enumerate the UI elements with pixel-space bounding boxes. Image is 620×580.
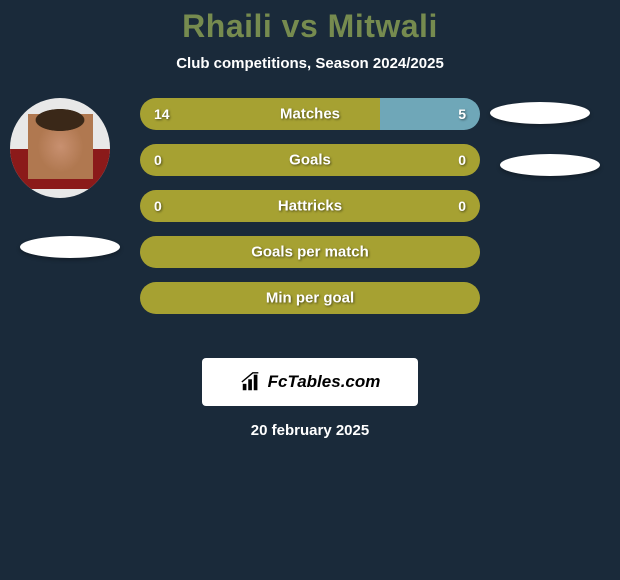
stat-row-min-per-goal: Min per goal: [140, 282, 480, 314]
stat-row-goals-per-match: Goals per match: [140, 236, 480, 268]
stat-row-hattricks: 0 Hattricks 0: [140, 190, 480, 222]
source-badge[interactable]: FcTables.com: [202, 358, 418, 406]
ellipse-marker-right-2: [500, 154, 600, 176]
stat-right-value: 0: [458, 152, 466, 168]
stat-label: Matches: [280, 106, 340, 123]
player-left-avatar: [10, 98, 110, 198]
stat-row-goals: 0 Goals 0: [140, 144, 480, 176]
source-badge-text: FcTables.com: [268, 372, 381, 392]
stat-left-value: 0: [154, 198, 162, 214]
comparison-container: Rhaili vs Mitwali Club competitions, Sea…: [0, 0, 620, 439]
stat-left-value: 0: [154, 152, 162, 168]
stat-left-value: 14: [154, 106, 170, 122]
page-subtitle: Club competitions, Season 2024/2025: [0, 55, 620, 72]
stat-label: Goals per match: [251, 244, 369, 261]
page-title: Rhaili vs Mitwali: [0, 8, 620, 45]
bar-chart-icon: [240, 371, 262, 393]
stat-bars: 14 Matches 5 0 Goals 0 0 Hattricks 0 Goa…: [140, 98, 480, 328]
stats-area: 14 Matches 5 0 Goals 0 0 Hattricks 0 Goa…: [0, 98, 620, 358]
stat-label: Goals: [289, 152, 331, 169]
stat-right-value: 5: [458, 106, 466, 122]
stat-right-value: 0: [458, 198, 466, 214]
bar-fill-left: [140, 98, 380, 130]
ellipse-marker-right-1: [490, 102, 590, 124]
avatar-placeholder-icon: [10, 98, 110, 198]
stat-label: Min per goal: [266, 290, 354, 307]
stat-row-matches: 14 Matches 5: [140, 98, 480, 130]
footer-date: 20 february 2025: [0, 422, 620, 439]
ellipse-marker-left: [20, 236, 120, 258]
stat-label: Hattricks: [278, 198, 342, 215]
